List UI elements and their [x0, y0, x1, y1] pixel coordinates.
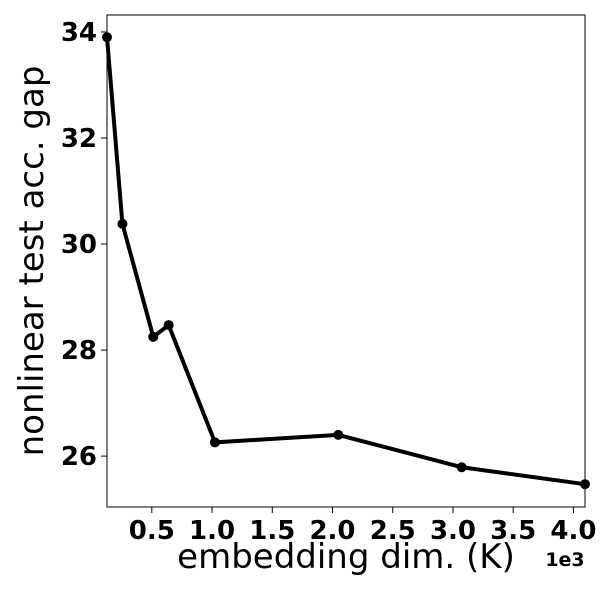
y-tick-label: 32	[61, 124, 97, 154]
point	[456, 462, 467, 473]
x-tick-label: 3.0	[430, 516, 476, 546]
y-tick-label: 34	[61, 18, 97, 48]
point	[163, 320, 174, 331]
line	[105, 37, 586, 487]
plot-frame	[106, 14, 586, 508]
point	[333, 429, 344, 440]
y-tick-label: 30	[61, 230, 97, 260]
point	[209, 437, 220, 448]
y-tick-label: 28	[61, 336, 97, 366]
x-axis-label: embedding dim. (K)	[177, 537, 515, 577]
x-offset-label: 1e3	[545, 549, 584, 571]
x-tick-label: 2.0	[309, 516, 355, 546]
x-tick-label: 0.5	[129, 516, 175, 546]
point	[117, 218, 128, 229]
x-tick-label: 2.5	[370, 516, 416, 546]
point	[102, 32, 112, 43]
point	[580, 479, 590, 490]
x-tick-label: 1.0	[189, 516, 235, 546]
y-tick-label: 26	[61, 442, 97, 472]
x-tick-label: 3.5	[490, 516, 536, 546]
x-tick-label: 4.0	[550, 516, 596, 546]
point	[148, 331, 159, 342]
y-axis-label: nonlinear test acc. gap	[12, 66, 52, 457]
x-tick-label: 1.5	[249, 516, 295, 546]
